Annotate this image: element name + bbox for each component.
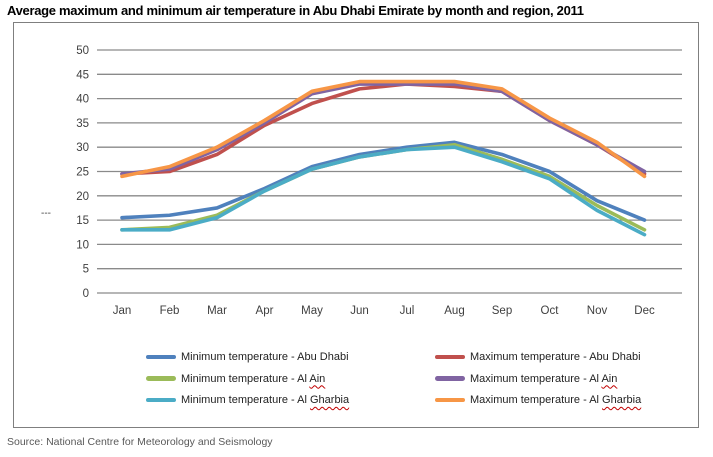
y-tick-label: 50 xyxy=(76,45,89,57)
y-tick-label: 15 xyxy=(76,215,89,227)
x-tick-label: Apr xyxy=(256,305,274,317)
series-line-max-al-ain xyxy=(120,82,647,176)
y-tick-label: 25 xyxy=(76,167,89,179)
chart-title: Average maximum and minimum air temperat… xyxy=(7,3,584,18)
x-tick-label: Aug xyxy=(444,305,464,317)
y-tick-label: 20 xyxy=(76,191,89,203)
y-tick-label: 0 xyxy=(83,288,89,300)
x-tick-label: Sep xyxy=(492,305,512,317)
x-tick-label: Feb xyxy=(160,305,180,317)
y-tick-label: 40 xyxy=(76,94,89,106)
x-tick-label: Jun xyxy=(350,305,369,317)
y-axis-title: --- xyxy=(41,208,51,219)
y-tick-label: 10 xyxy=(76,239,89,251)
y-tick-label: 45 xyxy=(76,69,89,81)
source-note: Source: National Centre for Meteorology … xyxy=(7,436,273,448)
series-line-min-al-gharbia xyxy=(120,145,647,237)
series-line-min-abu-dhabi xyxy=(120,140,647,222)
x-tick-label: Jul xyxy=(400,305,415,317)
y-tick-label: 35 xyxy=(76,118,89,130)
y-tick-label: 30 xyxy=(76,142,89,154)
x-tick-label: Nov xyxy=(587,305,608,317)
x-tick-label: Jan xyxy=(113,305,132,317)
x-tick-label: Mar xyxy=(207,305,227,317)
series-line-max-al-gharbia xyxy=(120,79,647,179)
y-tick-label: 5 xyxy=(83,264,89,276)
x-tick-label: Dec xyxy=(634,305,655,317)
x-tick-label: May xyxy=(301,305,323,317)
x-tick-label: Oct xyxy=(541,305,560,317)
chart-frame xyxy=(13,22,699,428)
